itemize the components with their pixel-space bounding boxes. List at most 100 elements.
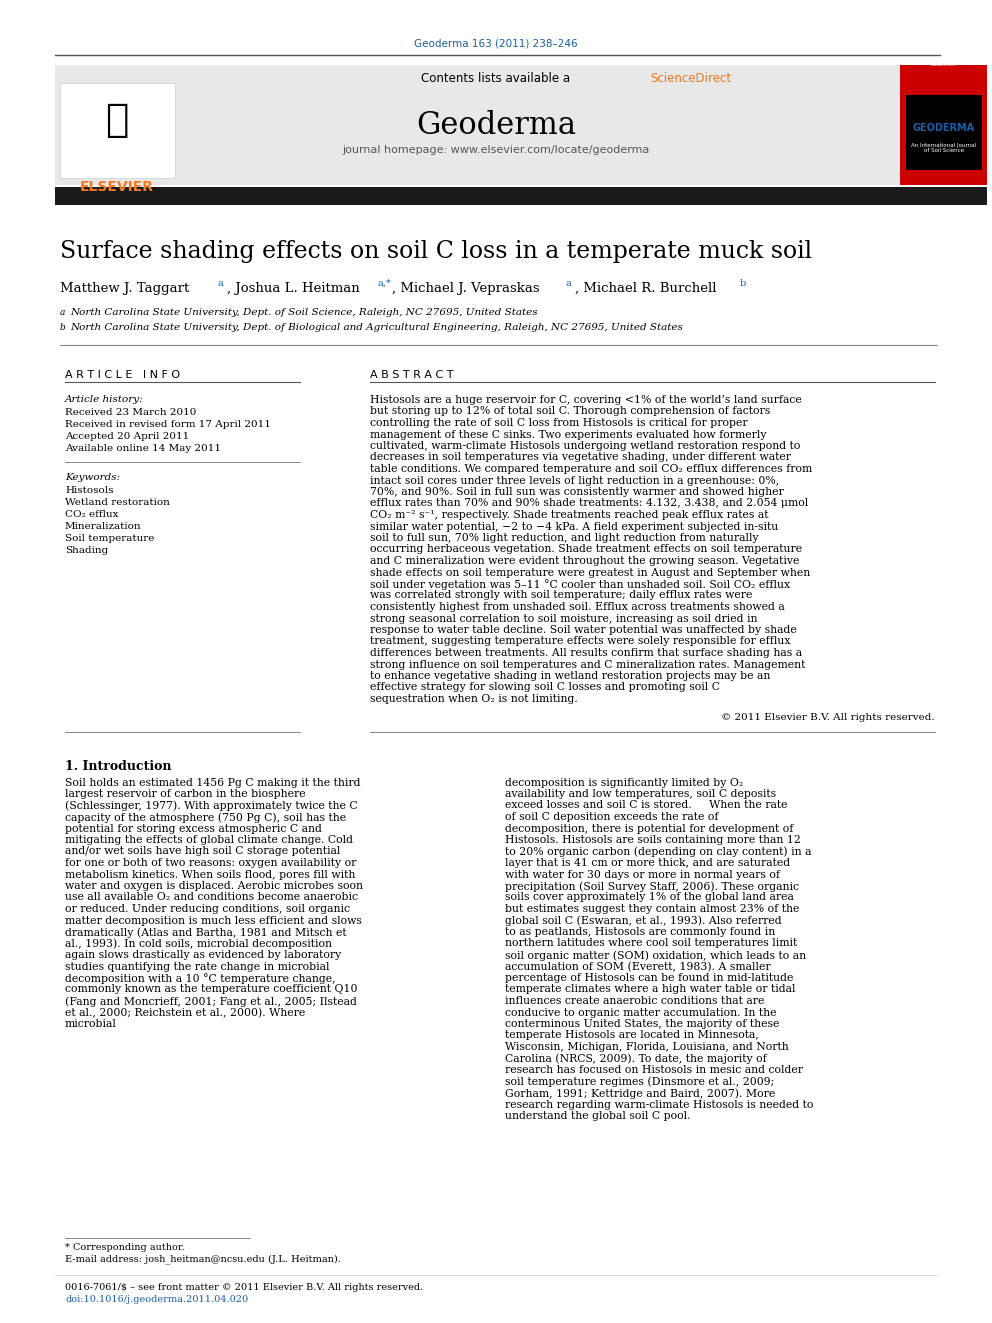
FancyBboxPatch shape bbox=[190, 65, 900, 185]
Text: controlling the rate of soil C loss from Histosols is critical for proper: controlling the rate of soil C loss from… bbox=[370, 418, 748, 429]
Text: et al., 2000; Reichstein et al., 2000). Where: et al., 2000; Reichstein et al., 2000). … bbox=[65, 1008, 306, 1017]
Text: soils cover approximately 1% of the global land area: soils cover approximately 1% of the glob… bbox=[505, 893, 794, 902]
Text: similar water potential, −2 to −4 kPa. A field experiment subjected in-situ: similar water potential, −2 to −4 kPa. A… bbox=[370, 521, 779, 532]
Text: Keywords:: Keywords: bbox=[65, 474, 120, 482]
Text: Wisconsin, Michigan, Florida, Louisiana, and North: Wisconsin, Michigan, Florida, Louisiana,… bbox=[505, 1043, 789, 1052]
Text: (Schlessinger, 1977). With approximately twice the C: (Schlessinger, 1977). With approximately… bbox=[65, 800, 358, 811]
Text: shade effects on soil temperature were greatest in August and September when: shade effects on soil temperature were g… bbox=[370, 568, 810, 578]
Text: Carolina (NRCS, 2009). To date, the majority of: Carolina (NRCS, 2009). To date, the majo… bbox=[505, 1053, 767, 1064]
Text: ScienceDirect: ScienceDirect bbox=[650, 71, 731, 85]
Text: North Carolina State University, Dept. of Soil Science, Raleigh, NC 27695, Unite: North Carolina State University, Dept. o… bbox=[70, 308, 538, 318]
Text: a: a bbox=[60, 308, 65, 318]
Text: © 2011 Elsevier B.V. All rights reserved.: © 2011 Elsevier B.V. All rights reserved… bbox=[721, 713, 935, 722]
FancyBboxPatch shape bbox=[55, 187, 987, 205]
Text: b: b bbox=[60, 323, 65, 332]
Text: Shading: Shading bbox=[65, 546, 108, 556]
Text: CO₂ m⁻² s⁻¹, respectively. Shade treatments reached peak efflux rates at: CO₂ m⁻² s⁻¹, respectively. Shade treatme… bbox=[370, 509, 769, 520]
Text: but estimates suggest they contain almost 23% of the: but estimates suggest they contain almos… bbox=[505, 904, 800, 914]
Text: consistently highest from unshaded soil. Efflux across treatments showed a: consistently highest from unshaded soil.… bbox=[370, 602, 785, 613]
Text: journal homepage: www.elsevier.com/locate/geoderma: journal homepage: www.elsevier.com/locat… bbox=[342, 146, 650, 155]
Text: conterminous United States, the majority of these: conterminous United States, the majority… bbox=[505, 1019, 780, 1029]
Text: influences create anaerobic conditions that are: influences create anaerobic conditions t… bbox=[505, 996, 765, 1005]
Text: CO₂ efflux: CO₂ efflux bbox=[65, 509, 118, 519]
Text: a,*: a,* bbox=[378, 279, 392, 288]
Text: a: a bbox=[566, 279, 571, 288]
Text: 1. Introduction: 1. Introduction bbox=[65, 759, 172, 773]
Text: 0016-7061/$ – see front matter © 2011 Elsevier B.V. All rights reserved.: 0016-7061/$ – see front matter © 2011 El… bbox=[65, 1283, 424, 1293]
Text: management of these C sinks. Two experiments evaluated how formerly: management of these C sinks. Two experim… bbox=[370, 430, 767, 439]
Text: matter decomposition is much less efficient and slows: matter decomposition is much less effici… bbox=[65, 916, 362, 926]
Text: , Michael J. Vepraskas: , Michael J. Vepraskas bbox=[392, 282, 540, 295]
Text: al., 1993). In cold soils, microbial decomposition: al., 1993). In cold soils, microbial dec… bbox=[65, 938, 332, 949]
Text: layer that is 41 cm or more thick, and are saturated: layer that is 41 cm or more thick, and a… bbox=[505, 859, 790, 868]
Text: of soil C deposition exceeds the rate of: of soil C deposition exceeds the rate of bbox=[505, 812, 718, 822]
FancyBboxPatch shape bbox=[55, 65, 190, 185]
Text: treatment, suggesting temperature effects were solely responsible for efflux: treatment, suggesting temperature effect… bbox=[370, 636, 791, 647]
Text: Article history:: Article history: bbox=[65, 396, 144, 404]
Text: northern latitudes where cool soil temperatures limit: northern latitudes where cool soil tempe… bbox=[505, 938, 798, 949]
Text: percentage of Histosols can be found in mid-latitude: percentage of Histosols can be found in … bbox=[505, 972, 794, 983]
Text: Surface shading effects on soil C loss in a temperate muck soil: Surface shading effects on soil C loss i… bbox=[60, 239, 812, 263]
Text: Received in revised form 17 April 2011: Received in revised form 17 April 2011 bbox=[65, 419, 271, 429]
Text: Soil holds an estimated 1456 Pg C making it the third: Soil holds an estimated 1456 Pg C making… bbox=[65, 778, 360, 787]
Text: response to water table decline. Soil water potential was unaffected by shade: response to water table decline. Soil wa… bbox=[370, 624, 797, 635]
Text: decreases in soil temperatures via vegetative shading, under different water: decreases in soil temperatures via veget… bbox=[370, 452, 791, 463]
Text: decomposition is significantly limited by O₂: decomposition is significantly limited b… bbox=[505, 778, 743, 787]
Text: conducive to organic matter accumulation. In the: conducive to organic matter accumulation… bbox=[505, 1008, 777, 1017]
Text: global soil C (Eswaran, et al., 1993). Also referred: global soil C (Eswaran, et al., 1993). A… bbox=[505, 916, 782, 926]
Text: again slows drastically as evidenced by laboratory: again slows drastically as evidenced by … bbox=[65, 950, 341, 960]
Text: Geoderma: Geoderma bbox=[416, 110, 576, 142]
Text: Received 23 March 2010: Received 23 March 2010 bbox=[65, 407, 196, 417]
Text: decomposition with a 10 °C temperature change,: decomposition with a 10 °C temperature c… bbox=[65, 972, 335, 984]
Text: capacity of the atmosphere (750 Pg C), soil has the: capacity of the atmosphere (750 Pg C), s… bbox=[65, 812, 346, 823]
Text: North Carolina State University, Dept. of Biological and Agricultural Engineerin: North Carolina State University, Dept. o… bbox=[70, 323, 682, 332]
Text: mitigating the effects of global climate change. Cold: mitigating the effects of global climate… bbox=[65, 835, 353, 845]
Text: , Michael R. Burchell: , Michael R. Burchell bbox=[575, 282, 716, 295]
Text: potential for storing excess atmospheric C and: potential for storing excess atmospheric… bbox=[65, 823, 321, 833]
Text: 🌳: 🌳 bbox=[105, 101, 129, 139]
Text: differences between treatments. All results confirm that surface shading has a: differences between treatments. All resu… bbox=[370, 648, 803, 658]
Text: A B S T R A C T: A B S T R A C T bbox=[370, 370, 453, 380]
Text: decomposition, there is potential for development of: decomposition, there is potential for de… bbox=[505, 823, 794, 833]
Text: efflux rates than 70% and 90% shade treatments: 4.132, 3.438, and 2.054 μmol: efflux rates than 70% and 90% shade trea… bbox=[370, 499, 808, 508]
Text: temperate climates where a high water table or tidal: temperate climates where a high water ta… bbox=[505, 984, 796, 995]
Text: Wetland restoration: Wetland restoration bbox=[65, 497, 170, 507]
Text: intact soil cores under three levels of light reduction in a greenhouse: 0%,: intact soil cores under three levels of … bbox=[370, 475, 780, 486]
Text: soil temperature regimes (Dinsmore et al., 2009;: soil temperature regimes (Dinsmore et al… bbox=[505, 1077, 774, 1088]
Text: Histosols: Histosols bbox=[65, 486, 113, 495]
Text: studies quantifying the rate change in microbial: studies quantifying the rate change in m… bbox=[65, 962, 329, 971]
FancyBboxPatch shape bbox=[906, 95, 982, 169]
Text: soil to full sun, 70% light reduction, and light reduction from naturally: soil to full sun, 70% light reduction, a… bbox=[370, 533, 759, 542]
Text: Geoderma 163 (2011) 238–246: Geoderma 163 (2011) 238–246 bbox=[415, 38, 577, 48]
Text: Gorham, 1991; Kettridge and Baird, 2007). More: Gorham, 1991; Kettridge and Baird, 2007)… bbox=[505, 1088, 776, 1098]
Text: A R T I C L E   I N F O: A R T I C L E I N F O bbox=[65, 370, 181, 380]
Text: * Corresponding author.: * Corresponding author. bbox=[65, 1244, 185, 1252]
Text: a: a bbox=[218, 279, 224, 288]
Text: microbial: microbial bbox=[65, 1019, 117, 1029]
Text: largest reservoir of carbon in the biosphere: largest reservoir of carbon in the biosp… bbox=[65, 789, 306, 799]
Text: exceed losses and soil C is stored.     When the rate: exceed losses and soil C is stored. When… bbox=[505, 800, 788, 811]
Text: Soil temperature: Soil temperature bbox=[65, 534, 155, 542]
Text: sequestration when O₂ is not limiting.: sequestration when O₂ is not limiting. bbox=[370, 695, 577, 704]
Text: and C mineralization were evident throughout the growing season. Vegetative: and C mineralization were evident throug… bbox=[370, 556, 800, 566]
Text: , Joshua L. Heitman: , Joshua L. Heitman bbox=[227, 282, 360, 295]
Text: effective strategy for slowing soil C losses and promoting soil C: effective strategy for slowing soil C lo… bbox=[370, 683, 720, 692]
Text: Contents lists available a: Contents lists available a bbox=[422, 71, 570, 85]
Text: metabolism kinetics. When soils flood, pores fill with: metabolism kinetics. When soils flood, p… bbox=[65, 869, 355, 880]
Text: GEODERMA: GEODERMA bbox=[913, 123, 975, 134]
Text: table conditions. We compared temperature and soil CO₂ efflux differences from: table conditions. We compared temperatur… bbox=[370, 464, 812, 474]
Text: b: b bbox=[740, 279, 746, 288]
Text: understand the global soil C pool.: understand the global soil C pool. bbox=[505, 1111, 690, 1121]
Text: to 20% organic carbon (depending on clay content) in a: to 20% organic carbon (depending on clay… bbox=[505, 847, 811, 857]
Text: An International Journal
of Soil Science: An International Journal of Soil Science bbox=[912, 143, 976, 153]
Text: and/or wet soils have high soil C storage potential: and/or wet soils have high soil C storag… bbox=[65, 847, 340, 856]
Text: occurring herbaceous vegetation. Shade treatment effects on soil temperature: occurring herbaceous vegetation. Shade t… bbox=[370, 545, 803, 554]
Text: with water for 30 days or more in normal years of: with water for 30 days or more in normal… bbox=[505, 869, 780, 880]
FancyBboxPatch shape bbox=[60, 83, 175, 179]
Text: ELSEVIER: ELSEVIER bbox=[930, 62, 956, 67]
FancyBboxPatch shape bbox=[900, 65, 987, 185]
Text: commonly known as the temperature coefficient Q10: commonly known as the temperature coeffi… bbox=[65, 984, 357, 995]
Text: for one or both of two reasons: oxygen availability or: for one or both of two reasons: oxygen a… bbox=[65, 859, 356, 868]
Text: was correlated strongly with soil temperature; daily efflux rates were: was correlated strongly with soil temper… bbox=[370, 590, 752, 601]
Text: Available online 14 May 2011: Available online 14 May 2011 bbox=[65, 445, 221, 452]
